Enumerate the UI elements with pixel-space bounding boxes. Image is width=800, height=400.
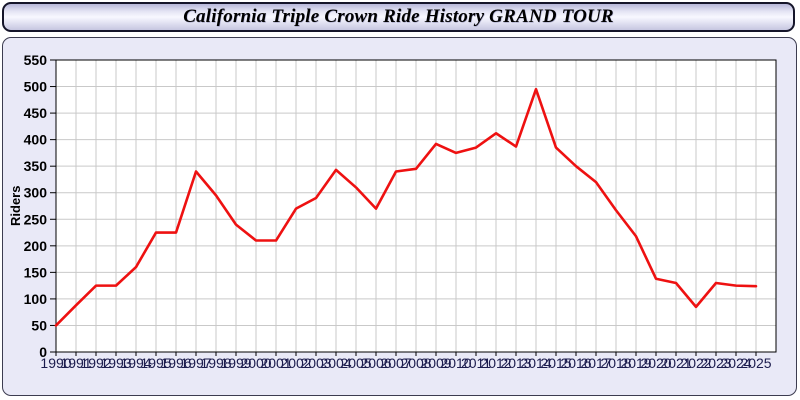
svg-text:1992: 1992 xyxy=(80,355,111,371)
svg-text:2012: 2012 xyxy=(480,355,511,371)
svg-text:1996: 1996 xyxy=(160,355,191,371)
svg-text:300: 300 xyxy=(24,185,48,201)
gridlines xyxy=(56,59,776,352)
y-axis-labels: 0 50 100 150 200 250 300 350 400 450 500 550 xyxy=(24,52,48,360)
svg-text:150: 150 xyxy=(24,264,48,280)
svg-text:1993: 1993 xyxy=(100,355,131,371)
axis-ticks xyxy=(50,59,757,356)
svg-text:1991: 1991 xyxy=(60,355,91,371)
svg-text:2021: 2021 xyxy=(660,355,691,371)
svg-text:400: 400 xyxy=(24,132,48,148)
svg-text:2025: 2025 xyxy=(740,355,771,371)
svg-text:1995: 1995 xyxy=(140,355,171,371)
svg-text:2011: 2011 xyxy=(461,355,491,371)
svg-text:200: 200 xyxy=(24,238,48,254)
svg-text:2015: 2015 xyxy=(540,355,571,371)
svg-text:2023: 2023 xyxy=(700,355,731,371)
svg-text:2002: 2002 xyxy=(280,355,311,371)
svg-text:450: 450 xyxy=(24,105,48,121)
svg-text:1999: 1999 xyxy=(220,355,251,371)
y-axis-title: Riders xyxy=(8,185,23,227)
svg-text:1990: 1990 xyxy=(40,355,71,371)
svg-text:2014: 2014 xyxy=(520,355,551,371)
svg-text:2009: 2009 xyxy=(420,355,451,371)
svg-text:2000: 2000 xyxy=(240,355,271,371)
svg-text:2007: 2007 xyxy=(380,355,411,371)
svg-text:500: 500 xyxy=(24,79,48,95)
svg-text:2001: 2001 xyxy=(260,355,291,371)
svg-text:2022: 2022 xyxy=(680,355,711,371)
svg-text:1998: 1998 xyxy=(200,355,231,371)
x-axis-labels: 1990199119921993199419951996199719981999… xyxy=(40,355,771,371)
svg-text:0: 0 xyxy=(39,344,47,360)
svg-text:2024: 2024 xyxy=(720,355,751,371)
svg-text:2017: 2017 xyxy=(580,355,611,371)
svg-text:250: 250 xyxy=(24,211,48,227)
svg-text:100: 100 xyxy=(24,291,48,307)
svg-text:1994: 1994 xyxy=(120,355,151,371)
svg-text:2004: 2004 xyxy=(320,355,351,371)
svg-text:2016: 2016 xyxy=(560,355,591,371)
svg-text:2003: 2003 xyxy=(300,355,331,371)
riders-line-series xyxy=(54,87,758,327)
svg-text:2005: 2005 xyxy=(340,355,371,371)
svg-text:2020: 2020 xyxy=(640,355,671,371)
svg-text:2006: 2006 xyxy=(360,355,391,371)
page-title: California Triple Crown Ride History GRA… xyxy=(183,6,614,27)
svg-text:350: 350 xyxy=(24,158,48,174)
svg-text:2018: 2018 xyxy=(600,355,631,371)
chart-title-bar: California Triple Crown Ride History GRA… xyxy=(2,2,795,32)
svg-text:2010: 2010 xyxy=(440,355,471,371)
svg-text:50: 50 xyxy=(31,317,47,333)
svg-text:550: 550 xyxy=(24,52,48,68)
svg-text:1997: 1997 xyxy=(180,355,211,371)
svg-text:2008: 2008 xyxy=(400,355,431,371)
svg-text:2019: 2019 xyxy=(620,355,651,371)
svg-text:2013: 2013 xyxy=(500,355,531,371)
